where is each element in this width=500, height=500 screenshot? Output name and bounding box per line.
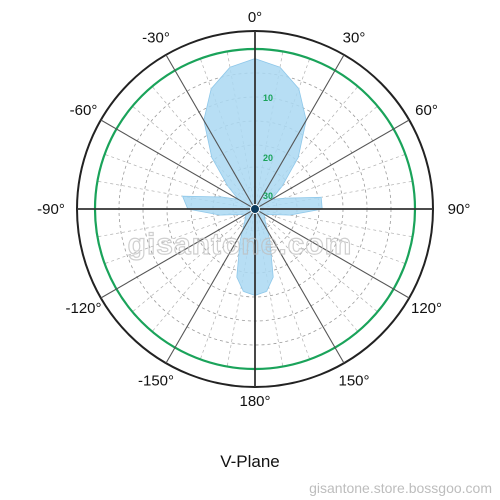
pattern-point [272,276,274,278]
angle-label: 90° [448,201,471,218]
angle-label: -60° [70,102,98,119]
angle-label: 150° [338,373,369,390]
pattern-point [279,66,281,68]
grid-spoke [254,208,406,265]
pattern-point [269,213,271,216]
angle-label: 30° [343,30,366,47]
grid-spoke [254,208,378,313]
pattern-point [289,214,291,216]
pattern-point [284,197,286,199]
ring-label-30: 30 [263,191,273,201]
angle-label: 60° [415,102,438,119]
pattern-point [244,220,246,222]
pattern-point [236,276,238,278]
angle-label: -150° [138,373,174,390]
pattern-point [181,195,184,197]
grid-spoke [132,208,256,313]
pattern-point [211,156,213,159]
pattern-point [239,240,241,242]
pattern-point [320,196,322,198]
pattern-point [269,240,271,242]
pattern-point [266,290,268,292]
grid-spoke [104,208,256,265]
grid-spoke [254,208,359,332]
angle-label: 120° [411,300,442,317]
center-marker [250,204,260,214]
angle-label: -30° [142,30,170,47]
pattern-point [221,196,223,198]
angle-label: -120° [65,300,101,317]
watermark-text: gisantone.com [128,228,353,261]
pattern-point [219,214,221,216]
pattern-point [227,185,229,187]
angle-label: 0° [248,9,262,26]
pattern-point [264,220,266,222]
pattern-point [242,290,244,292]
ring-labels: 10 20 30 [263,93,273,201]
axis-layer [77,31,433,387]
pattern-point [281,185,283,187]
ring-label-10: 10 [263,93,273,103]
ring-label-20: 20 [263,153,273,163]
pattern-point [229,66,231,68]
chart-title: V-Plane [220,452,280,471]
pattern-point [210,88,212,90]
angle-label: -90° [37,201,65,218]
footer-watermark: gisantone.store.bossgoo.com [309,480,492,496]
pattern-point [297,156,299,159]
angle-label: 180° [239,393,270,410]
pattern-point [239,213,241,216]
pattern-point [298,88,300,90]
grid-spoke [151,208,256,332]
angle-labels: 0° 30° 60° 90° 120° 150° 180° -150° -120° -90° -60… [37,9,470,410]
